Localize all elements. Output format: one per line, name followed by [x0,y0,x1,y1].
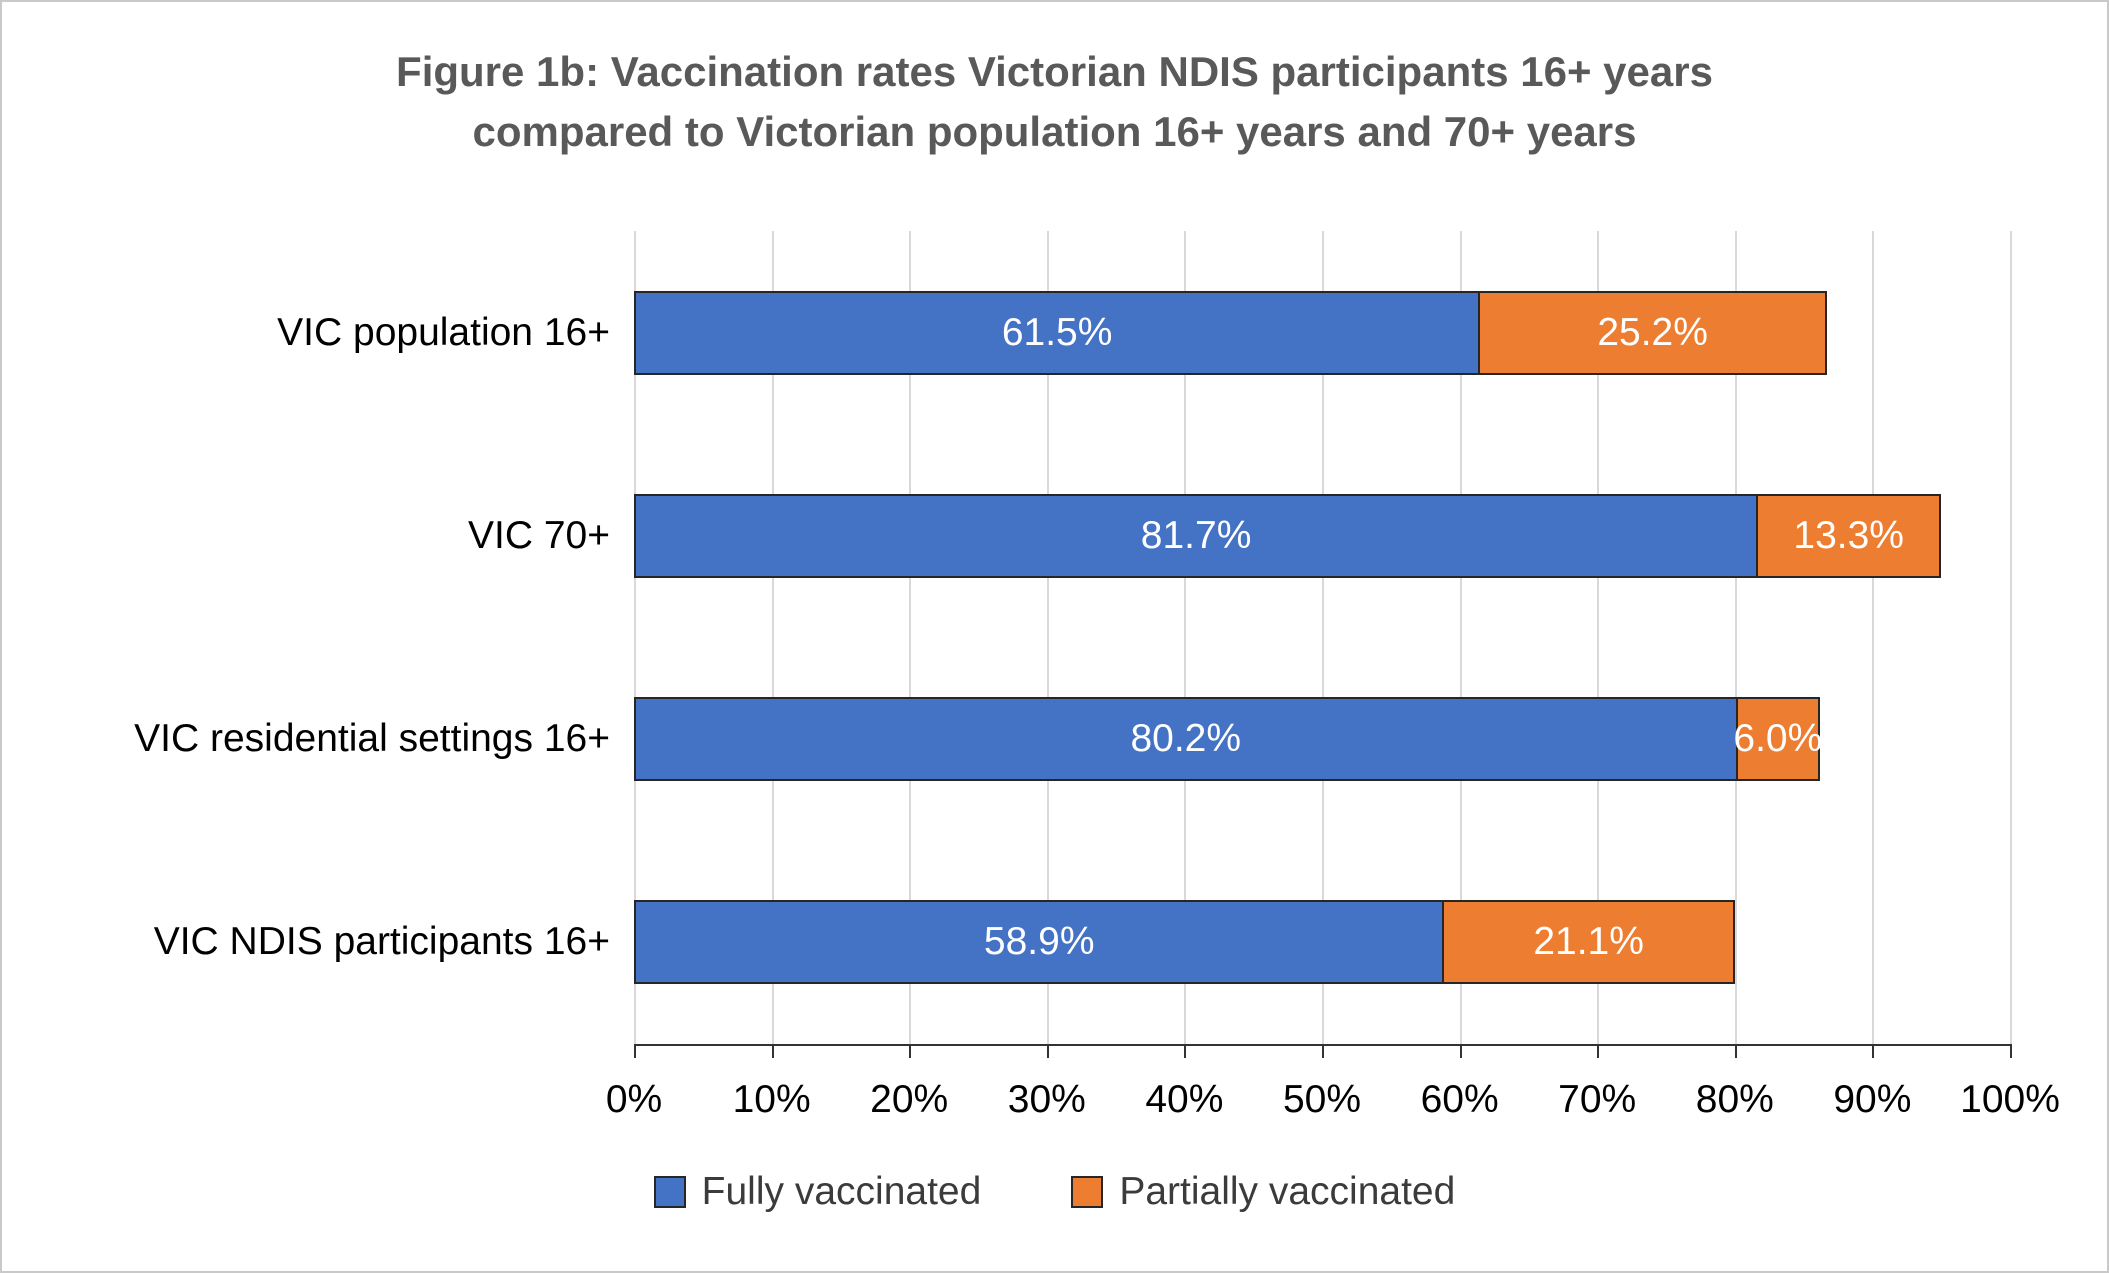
x-axis-tick [1184,1044,1187,1058]
category-label: VIC NDIS participants 16+ [153,920,610,964]
x-tick-label: 30% [1007,1078,1086,1121]
legend-swatch [653,1176,686,1208]
x-axis-tick [909,1044,912,1058]
bar-segment-fully-vaccinated: 80.2% [634,697,1738,782]
x-axis-tick [1459,1044,1462,1058]
gridline [1322,231,1324,1044]
legend-label: Fully vaccinated [701,1170,982,1213]
bar-segment-partially-vaccinated: 21.1% [1442,900,1735,985]
bar-value-label: 13.3% [1793,513,1904,557]
gridline [909,231,912,1044]
chart-title-line-2: compared to Victorian population 16+ yea… [472,108,1637,155]
bar-segment-fully-vaccinated: 61.5% [634,290,1481,375]
category-label: VIC 70+ [467,513,610,557]
x-tick-label: 10% [732,1078,811,1121]
x-tick-label: 100% [1960,1078,2060,1121]
category-label: VIC population 16+ [277,310,610,354]
bar-segment-partially-vaccinated: 25.2% [1478,290,1827,375]
bar-value-label: 80.2% [1130,717,1242,761]
x-tick-label: 70% [1558,1078,1637,1121]
x-tick-label: 20% [870,1078,949,1121]
legend-item-fully-vaccinated: Fully vaccinated [653,1170,982,1214]
x-axis-tick [2010,1044,2012,1058]
x-tick-label: 40% [1145,1078,1224,1121]
x-axis-tick [634,1044,636,1058]
x-axis-tick [1872,1044,1875,1058]
bar-value-label: 21.1% [1533,920,1644,964]
x-axis-tick [1322,1044,1324,1058]
chart-title-line-1: Figure 1b: Vaccination rates Victorian N… [396,48,1713,95]
legend-label: Partially vaccinated [1119,1170,1456,1213]
x-axis-tick [1734,1044,1737,1058]
bar-segment-partially-vaccinated: 6.0% [1733,697,1823,782]
gridline [2010,231,2012,1044]
bar-value-label: 25.2% [1597,310,1708,354]
x-axis-tick [771,1044,774,1058]
x-tick-label: 0% [605,1078,663,1121]
gridline [771,231,774,1044]
gridline [1734,231,1737,1044]
bar-value-label: 6.0% [1733,717,1823,761]
bar-value-label: 81.7% [1140,513,1252,557]
bar-segment-fully-vaccinated: 58.9% [634,900,1445,985]
chart-legend: Fully vaccinated Partially vaccinated [2,1170,2107,1214]
x-tick-label: 60% [1420,1078,1499,1121]
x-tick-label: 90% [1833,1078,1912,1121]
bar-value-label: 58.9% [983,920,1095,964]
category-label: VIC residential settings 16+ [134,717,610,761]
gridline [1046,231,1049,1044]
gridline [1597,231,1600,1044]
gridline [634,231,636,1044]
bar-segment-partially-vaccinated: 13.3% [1756,493,1942,578]
legend-swatch [1071,1176,1104,1208]
x-axis-tick [1046,1044,1049,1058]
x-tick-label: 80% [1695,1078,1774,1121]
gridline [1872,231,1875,1044]
x-axis-tick [1597,1044,1600,1058]
legend-item-partially-vaccinated: Partially vaccinated [1071,1170,1455,1214]
bar-segment-fully-vaccinated: 81.7% [634,493,1759,578]
gridline [1459,231,1462,1044]
gridline [1184,231,1187,1044]
x-tick-label: 50% [1282,1078,1362,1121]
chart-title: Figure 1b: Vaccination rates Victorian N… [2,42,2107,162]
bar-value-label: 61.5% [1001,310,1113,354]
